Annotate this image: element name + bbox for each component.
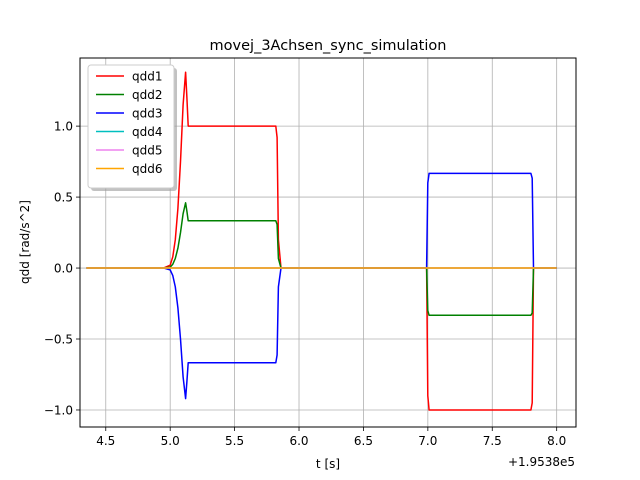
x-tick-label: 6.5 bbox=[354, 434, 373, 448]
series-line-qdd1 bbox=[86, 71, 557, 411]
x-tick-label: 6.0 bbox=[289, 434, 308, 448]
x-tick-label: 5.0 bbox=[161, 434, 180, 448]
series-line-qdd2 bbox=[86, 202, 557, 317]
legend-label-qdd5: qdd5 bbox=[132, 144, 163, 158]
legend-label-qdd4: qdd4 bbox=[132, 125, 163, 139]
legend-label-qdd3: qdd3 bbox=[132, 107, 163, 121]
legend-label-qdd6: qdd6 bbox=[132, 162, 163, 176]
legend-box bbox=[87, 64, 175, 189]
x-tick-label: 7.0 bbox=[418, 434, 437, 448]
x-tick-label: 7.5 bbox=[483, 434, 502, 448]
y-tick-label: 0.0 bbox=[54, 262, 73, 276]
x-tick-label: 8.0 bbox=[547, 434, 566, 448]
legend: qdd1 qdd2 qdd3 qdd4 qdd5 qdd6 bbox=[87, 64, 177, 191]
x-tick-label: 5.5 bbox=[225, 434, 244, 448]
y-axis-label: qdd [rad/s^2] bbox=[18, 200, 32, 284]
plot-area bbox=[86, 71, 557, 411]
legend-label-qdd2: qdd2 bbox=[132, 88, 163, 102]
y-tick-label: 1.0 bbox=[54, 120, 73, 134]
y-tick-label: −1.0 bbox=[44, 403, 73, 417]
x-offset-label: +1.9538e5 bbox=[508, 455, 575, 469]
legend-label-qdd1: qdd1 bbox=[132, 70, 163, 84]
chart-title: movej_3Achsen_sync_simulation bbox=[210, 38, 447, 54]
x-axis: 4.5 5.0 5.5 6.0 6.5 7.0 7.5 8.0 bbox=[96, 427, 566, 448]
y-tick-label: −0.5 bbox=[44, 333, 73, 347]
y-axis: −1.0 −0.5 0.0 0.5 1.0 bbox=[44, 120, 80, 417]
y-tick-label: 0.5 bbox=[54, 191, 73, 205]
x-tick-label: 4.5 bbox=[96, 434, 115, 448]
axes-frame bbox=[79, 57, 577, 428]
series-line-qdd3 bbox=[86, 172, 557, 400]
x-axis-label: t [s] bbox=[316, 457, 340, 471]
